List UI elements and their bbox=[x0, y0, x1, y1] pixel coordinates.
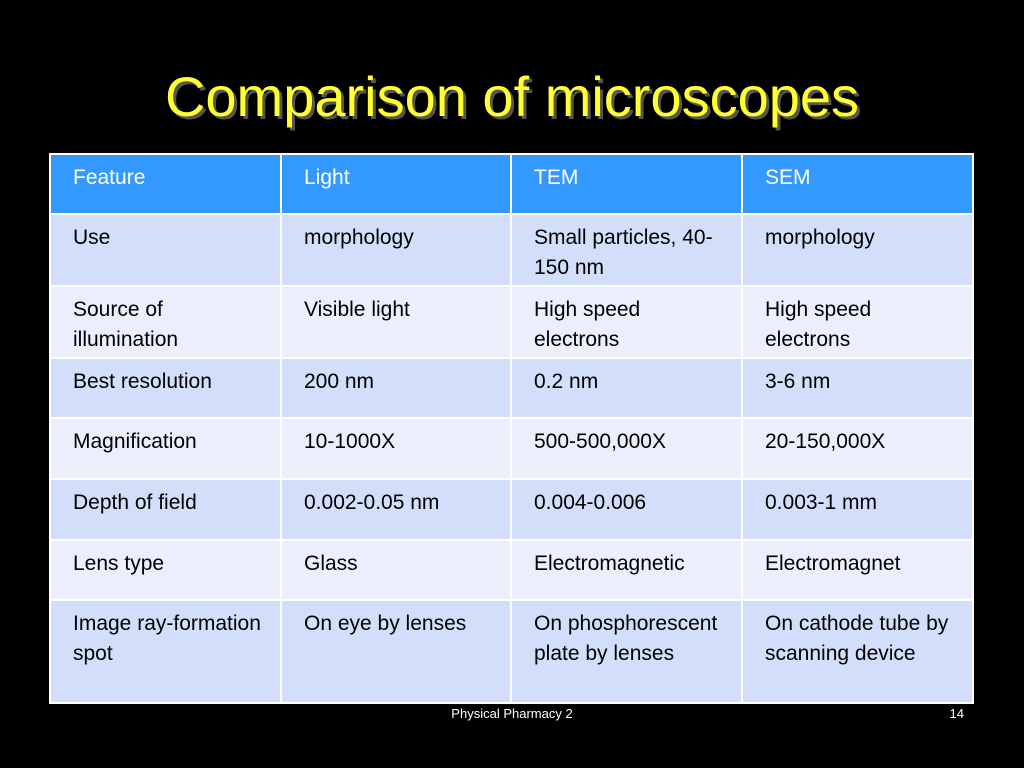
feature-cell: Magnification bbox=[49, 417, 282, 480]
feature-cell: Best resolution bbox=[49, 357, 282, 419]
table-row: Magnification 10-1000X 500-500,000X 20-1… bbox=[49, 417, 974, 480]
table-row: Best resolution 200 nm 0.2 nm 3-6 nm bbox=[49, 357, 974, 419]
feature-cell: Depth of field bbox=[49, 478, 282, 541]
slide-title: Comparison of microscopes bbox=[164, 65, 860, 128]
sem-cell: On cathode tube by scanning device bbox=[741, 599, 974, 704]
light-cell: Glass bbox=[280, 539, 512, 601]
comparison-table: Feature Light TEM SEM Use morphology Sma… bbox=[49, 153, 974, 704]
table-header-row: Feature Light TEM SEM bbox=[49, 153, 974, 215]
table-row: Image ray-formation spot On eye by lense… bbox=[49, 599, 974, 704]
tem-cell: 500-500,000X bbox=[510, 417, 743, 480]
tem-cell: Small particles, 40-150 nm bbox=[510, 213, 743, 287]
table-row: Source of illumination Visible light Hig… bbox=[49, 285, 974, 359]
tem-cell: Electromagnetic bbox=[510, 539, 743, 601]
feature-cell: Source of illumination bbox=[49, 285, 282, 359]
table-row: Lens type Glass Electromagnetic Electrom… bbox=[49, 539, 974, 601]
light-cell: 0.002-0.05 nm bbox=[280, 478, 512, 541]
sem-cell: High speed electrons bbox=[741, 285, 974, 359]
sem-cell: 20-150,000X bbox=[741, 417, 974, 480]
header-light: Light bbox=[280, 153, 512, 215]
header-sem: SEM bbox=[741, 153, 974, 215]
feature-cell: Image ray-formation spot bbox=[49, 599, 282, 704]
page-number: 14 bbox=[949, 706, 964, 721]
light-cell: morphology bbox=[280, 213, 512, 287]
footer-text: Physical Pharmacy 2 bbox=[451, 706, 573, 721]
tem-cell: High speed electrons bbox=[510, 285, 743, 359]
light-cell: 200 nm bbox=[280, 357, 512, 419]
tem-cell: 0.004-0.006 bbox=[510, 478, 743, 541]
header-tem: TEM bbox=[510, 153, 743, 215]
feature-cell: Lens type bbox=[49, 539, 282, 601]
table-row: Use morphology Small particles, 40-150 n… bbox=[49, 213, 974, 287]
feature-cell: Use bbox=[49, 213, 282, 287]
sem-cell: Electromagnet bbox=[741, 539, 974, 601]
table-row: Depth of field 0.002-0.05 nm 0.004-0.006… bbox=[49, 478, 974, 541]
sem-cell: 3-6 nm bbox=[741, 357, 974, 419]
light-cell: 10-1000X bbox=[280, 417, 512, 480]
header-feature: Feature bbox=[49, 153, 282, 215]
sem-cell: morphology bbox=[741, 213, 974, 287]
tem-cell: 0.2 nm bbox=[510, 357, 743, 419]
light-cell: Visible light bbox=[280, 285, 512, 359]
light-cell: On eye by lenses bbox=[280, 599, 512, 704]
tem-cell: On phosphorescent plate by lenses bbox=[510, 599, 743, 704]
sem-cell: 0.003-1 mm bbox=[741, 478, 974, 541]
